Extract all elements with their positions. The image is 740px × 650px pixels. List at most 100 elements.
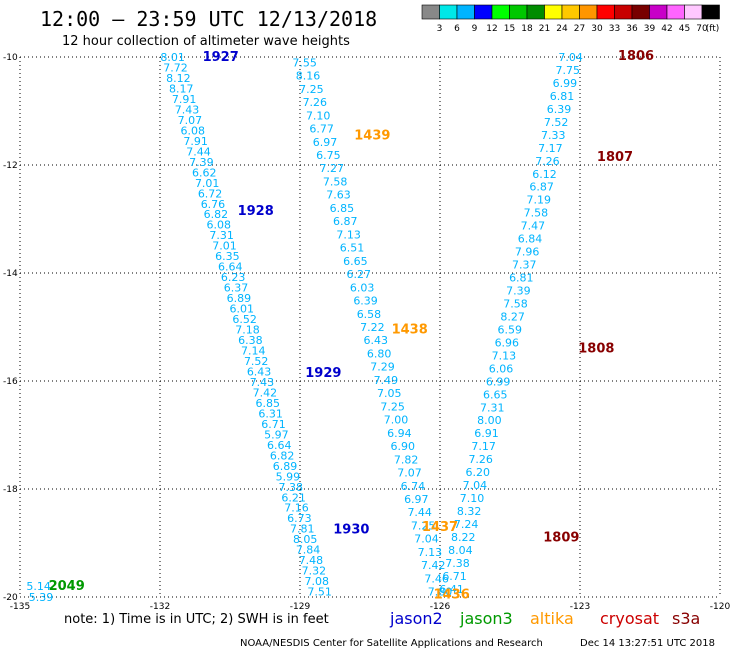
wave-height-value: 7.47 [521, 220, 546, 233]
pass-time-label: 1930 [333, 523, 369, 538]
wave-height-value: 7.31 [209, 229, 234, 242]
wave-height-value: 8.04 [448, 544, 473, 557]
wave-height-value: 7.13 [336, 228, 361, 241]
scale-swatch [421, 4, 440, 20]
wave-height-value: 7.58 [524, 207, 549, 220]
wave-height-value: 7.43 [175, 103, 200, 116]
wave-height-value: 5.14 [26, 580, 51, 593]
scale-label: 12 [486, 24, 497, 34]
wave-height-value: 7.04 [463, 479, 488, 492]
wave-height-value: 7.17 [538, 142, 563, 155]
x-tick-label: -123 [570, 602, 590, 612]
wave-height-value: 7.25 [299, 83, 324, 96]
wave-height-value: 7.13 [418, 546, 443, 559]
scale-swatch [666, 4, 685, 20]
wave-height-value: 8.16 [296, 70, 321, 83]
wave-height-value: 8.00 [477, 414, 502, 427]
scale-swatch [474, 4, 493, 20]
wave-height-value: 7.58 [503, 297, 528, 310]
scale-label: 21 [539, 24, 550, 34]
satellite-legend-jason2: jason2 [389, 609, 443, 628]
wave-height-value: 7.49 [374, 374, 399, 387]
wave-height-value: 7.04 [414, 533, 439, 546]
wave-height-value: 7.32 [302, 565, 327, 578]
y-tick-label: -18 [3, 485, 18, 495]
wave-height-value: 5.99 [276, 470, 301, 483]
wave-height-value: 6.74 [401, 480, 426, 493]
wave-height-value: 6.64 [267, 439, 292, 452]
wave-height-value: 6.41 [439, 583, 464, 596]
wave-height-value: 6.65 [343, 255, 368, 268]
wave-height-value: 6.80 [367, 347, 392, 360]
pass-time-label: 1929 [305, 366, 341, 381]
wave-height-value: 7.44 [186, 145, 211, 158]
wave-height-value: 6.82 [204, 208, 229, 221]
y-tick-label: -12 [3, 161, 18, 171]
wave-height-value: 7.91 [183, 135, 208, 148]
wave-height-value: 6.12 [532, 168, 557, 181]
wave-height-value: 6.89 [273, 460, 298, 473]
y-tick-label: -14 [3, 269, 18, 279]
wave-height-value: 6.39 [353, 295, 378, 308]
wave-height-value: 7.44 [407, 506, 432, 519]
satellite-legend-cryosat: cryosat [600, 609, 659, 628]
footer-timestamp: Dec 14 13:27:51 UTC 2018 [580, 638, 715, 649]
wave-height-value: 6.21 [281, 491, 306, 504]
wave-height-value: 6.03 [350, 281, 375, 294]
wave-height-value: 6.43 [363, 334, 388, 347]
wave-height-value: 6.77 [309, 123, 334, 136]
wave-height-value: 6.99 [486, 375, 511, 388]
wave-height-value: 6.97 [313, 136, 338, 149]
wave-height-value: 7.26 [303, 96, 328, 109]
wave-height-value: 7.80 [428, 586, 453, 599]
scale-label: 9 [472, 24, 478, 34]
wave-height-value: 6.90 [391, 440, 416, 453]
wave-height-value: 6.82 [270, 449, 295, 462]
wave-height-value: 7.96 [515, 246, 540, 259]
wave-height-value: 7.13 [492, 349, 517, 362]
wave-height-value: 8.32 [457, 505, 482, 518]
grid-lines [19, 56, 721, 598]
satellite-legend-altika: altika [530, 609, 574, 628]
pass-time-label: 2049 [49, 579, 85, 594]
scale-swatch [526, 4, 545, 20]
wave-height-value: 7.48 [299, 554, 324, 567]
pass-time-label: 1809 [543, 531, 579, 546]
pass-time-labels: 1927 1928 1929 1930 1439 1438 1437 1436 1806 1807… [49, 49, 655, 602]
x-tick-label: -126 [430, 602, 451, 612]
scale-label: 39 [644, 24, 656, 34]
wave-height-value: 6.27 [347, 268, 372, 281]
wave-height-value: 7.43 [250, 376, 275, 389]
wave-height-value: 7.42 [421, 559, 446, 572]
wave-height-value: 7.39 [189, 156, 214, 169]
wave-height-value: 7.25 [380, 400, 405, 413]
wave-height-value: 7.26 [468, 453, 493, 466]
wave-height-value: 7.38 [445, 557, 470, 570]
wave-height-value: 6.94 [387, 427, 412, 440]
wave-height-value: 6.20 [466, 466, 491, 479]
wave-height-value: 6.35 [215, 250, 240, 263]
scale-swatch [701, 4, 720, 20]
satellite-legend-s3a: s3a [672, 609, 700, 628]
wave-height-value: 7.38 [279, 481, 304, 494]
wave-height-value: 7.82 [394, 453, 419, 466]
scale-swatch [561, 4, 580, 20]
wave-height-value: 5.97 [264, 428, 289, 441]
x-tick-label: -129 [290, 602, 311, 612]
x-tick-label: -120 [710, 602, 731, 612]
scale-swatch [579, 4, 598, 20]
scale-label: 45 [679, 24, 690, 34]
wave-height-value: 7.52 [544, 116, 569, 129]
wave-height-value: 6.58 [357, 308, 382, 321]
wave-height-value: 7.25 [411, 519, 436, 532]
wave-height-value: 8.27 [500, 310, 525, 323]
pass-time-label: 1436 [434, 587, 470, 602]
wave-height-value: 6.75 [316, 149, 341, 162]
wave-height-value: 7.84 [296, 544, 321, 557]
wave-height-value: 7.72 [163, 61, 188, 74]
pass-time-label: 1438 [392, 323, 428, 338]
wave-height-value: 7.31 [480, 401, 505, 414]
y-tick-label: -16 [3, 377, 18, 387]
scale-swatch [456, 4, 475, 20]
